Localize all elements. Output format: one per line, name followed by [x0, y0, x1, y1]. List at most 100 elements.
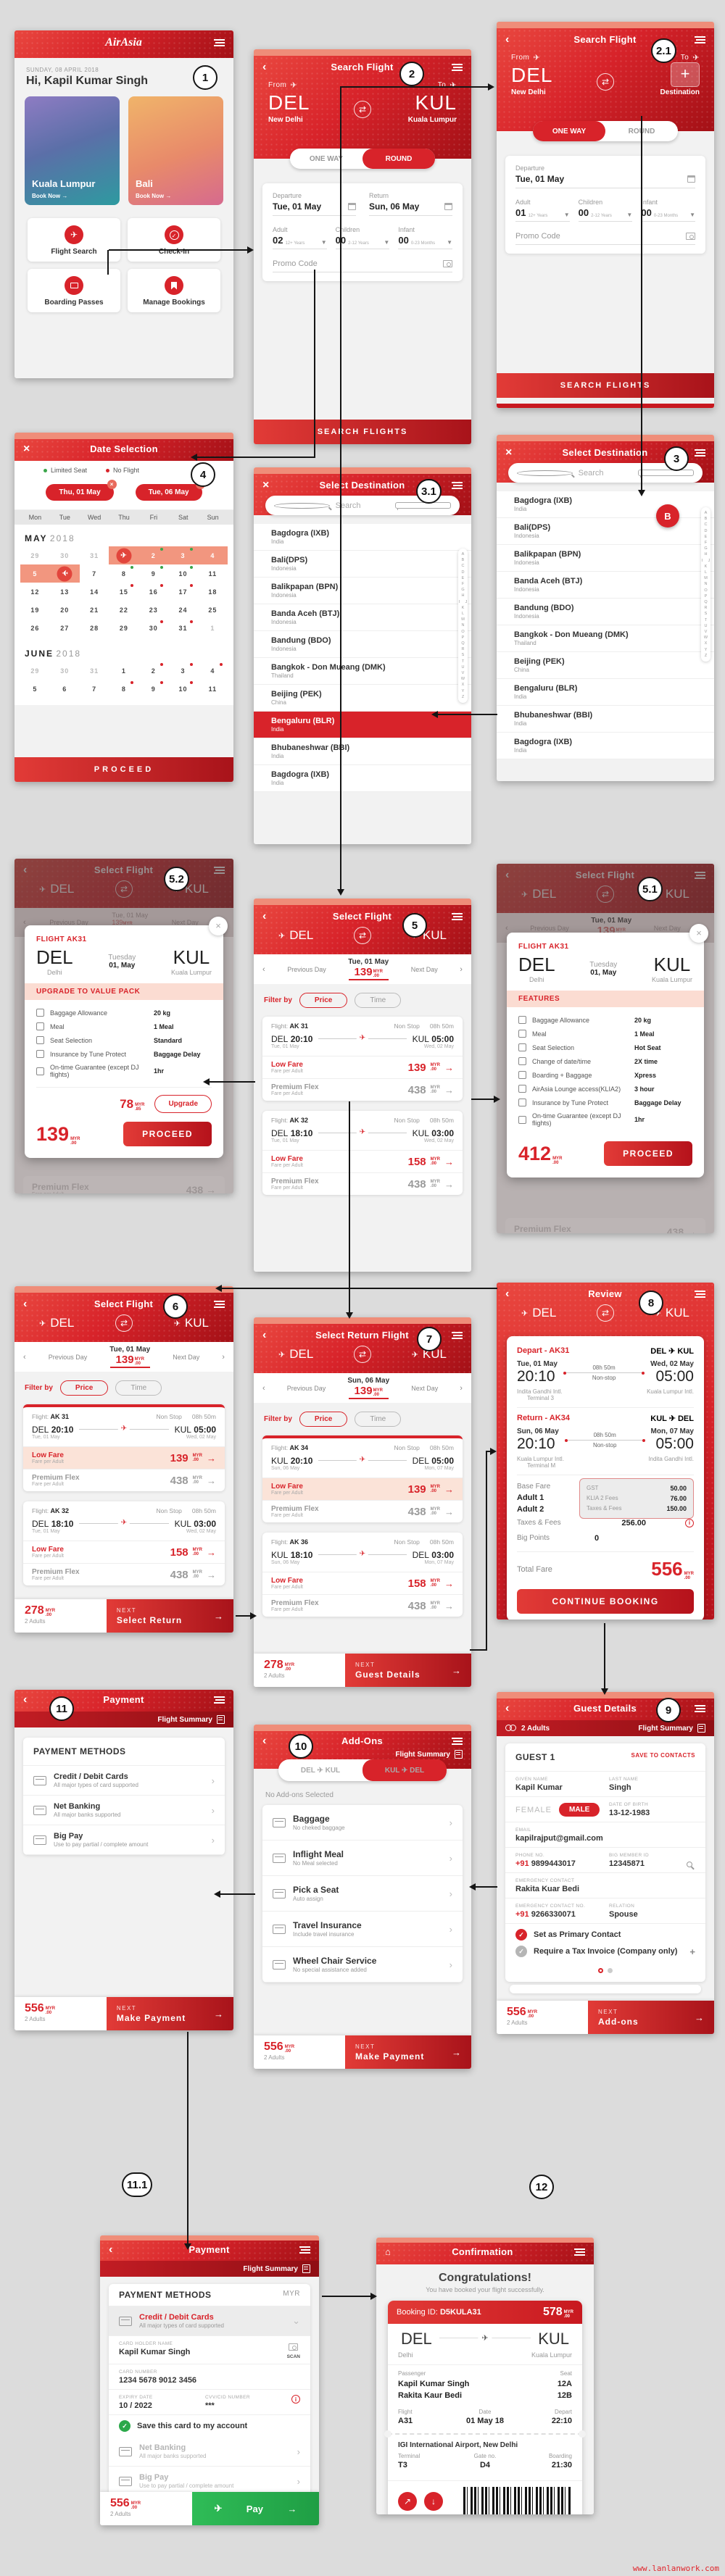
tax-invoice-checkbox[interactable]: ✓ Require a Tax Invoice (Company only) + [505, 1946, 705, 1962]
calendar-day[interactable]: 16 [138, 583, 168, 601]
swap-icon[interactable]: ⇄ [597, 73, 614, 91]
destination-item[interactable]: Bangkok - Don Mueang (DMK) Thailand [254, 658, 471, 685]
calendar-day[interactable]: 4 [197, 546, 228, 564]
primary-contact-checkbox[interactable]: ✓ Set as Primary Contact [505, 1924, 705, 1946]
menu-icon[interactable] [452, 1737, 463, 1745]
menu-icon[interactable] [695, 1704, 705, 1712]
calendar-day[interactable]: 13 [60, 588, 70, 596]
dob-field[interactable]: DATE OF BIRTH 13-12-1983 [609, 1802, 650, 1817]
add-destination-field[interactable]: To ✈ + Destination [660, 54, 700, 96]
menu-icon[interactable] [695, 449, 705, 457]
destination-item[interactable]: Bengaluru (BLR) India [497, 679, 714, 706]
back-icon[interactable]: ‹ [262, 60, 267, 73]
destination-item[interactable]: Bandung (BDO) Indonesia [497, 599, 714, 625]
menu-icon[interactable] [695, 871, 705, 879]
proceed-button[interactable]: PROCEED [14, 757, 233, 782]
destination-item[interactable]: Bagdogra (IXB) India [254, 524, 471, 551]
calendar-day[interactable]: 21 [90, 606, 99, 614]
departure-field[interactable]: Departure Tue, 01 May [273, 192, 356, 216]
menu-icon[interactable] [452, 912, 463, 920]
promo-code-input[interactable]: Promo Code [273, 259, 452, 272]
low-fare-option[interactable]: Low Fare Fare per Adult 139 MYR .00 → [262, 1056, 463, 1078]
continue-booking-button[interactable]: CONTINUE BOOKING [517, 1589, 694, 1614]
low-fare-option[interactable]: Low Fare Fare per Adult 139 MYR .00 → [23, 1446, 225, 1469]
close-icon[interactable]: × [262, 478, 270, 491]
calendar-day[interactable]: 7 [92, 570, 97, 578]
calendar-day[interactable]: 30 [60, 667, 70, 675]
menu-icon[interactable] [299, 2246, 310, 2254]
from-field[interactable]: From ✈ DEL New Delhi [511, 54, 553, 96]
back-icon[interactable]: ‹ [23, 1693, 28, 1706]
menu-icon[interactable] [695, 36, 705, 43]
previous-day[interactable]: Previous Day [287, 965, 326, 973]
guest-details-button[interactable]: NEXT Guest Details → [345, 1654, 471, 1687]
low-fare-option[interactable]: Low Fare Fare per Adult 158 MYR .00 → [23, 1541, 225, 1563]
flight-search-button[interactable]: ✈ Flight Search [28, 218, 120, 262]
filter-time[interactable]: Time [115, 1380, 162, 1396]
info-icon[interactable]: i [291, 2395, 300, 2404]
calendar-day[interactable]: 10 [168, 680, 198, 698]
calendar-day[interactable]: 4 [198, 662, 228, 680]
menu-icon[interactable] [214, 1300, 225, 1308]
calendar-day[interactable]: 5 [20, 564, 50, 583]
calendar-day[interactable]: 30 [138, 619, 168, 637]
destination-item[interactable]: Bhubaneshwar (BBI) India [254, 738, 471, 765]
payment-method-row[interactable]: Net Banking All major banks supported › [23, 1796, 225, 1825]
search-flights-button[interactable]: SEARCH FLIGHTS [254, 420, 471, 444]
save-to-contacts-link[interactable]: SAVE TO CONTACTS [631, 1752, 695, 1759]
low-fare-option[interactable]: Low Fare Fare per Adult 158 MYR .00 → [262, 1150, 463, 1172]
mic-icon[interactable] [395, 502, 452, 510]
addon-row[interactable]: Baggage No cheked baggage › [262, 1805, 463, 1841]
payment-method-row[interactable]: Credit / Debit Cards All major types of c… [23, 1766, 225, 1796]
search-icon[interactable] [687, 1862, 692, 1867]
premium-flex-option[interactable]: Premium Flex Fare per Adult 438 MYR .00 → [23, 1469, 225, 1491]
gender-selector[interactable]: FEMALE MALE [515, 1802, 602, 1817]
destination-item[interactable]: Bali(DPS) Indonesia [254, 551, 471, 578]
proceed-button[interactable]: PROCEED [604, 1141, 692, 1166]
menu-icon[interactable] [695, 1290, 705, 1298]
calendar-day[interactable]: 1 [121, 667, 126, 675]
calendar-day[interactable]: 23 [149, 606, 158, 614]
premium-flex-option[interactable]: Premium Flex Fare per Adult 438 MYR .00 → [262, 1172, 463, 1195]
filter-price[interactable]: Price [59, 1380, 109, 1396]
menu-icon[interactable] [452, 63, 463, 71]
calendar-day[interactable]: 25 [208, 606, 218, 614]
calendar-day[interactable]: 12 [30, 588, 40, 596]
back-icon[interactable]: ‹ [505, 1701, 510, 1714]
destination-item[interactable]: Banda Aceh (BTJ) Indonesia [254, 604, 471, 631]
calendar-day[interactable]: 8 [109, 680, 138, 698]
destination-item[interactable]: Bagdogra (IXB) India [254, 765, 471, 792]
plus-icon[interactable]: + [671, 62, 700, 87]
home-icon[interactable]: ⌂ [385, 2246, 391, 2257]
destination-item[interactable]: Bhubaneshwar (BBI) India [497, 706, 714, 733]
menu-icon[interactable] [214, 866, 225, 874]
remove-date-icon[interactable]: × [107, 480, 117, 489]
infant-stepper[interactable]: Infant 00 0-23 Months ▼ [641, 199, 696, 222]
addon-row[interactable]: Pick a Seat Auto assign › [262, 1876, 463, 1912]
destination-item[interactable]: Balikpapan (BPN) Indonesia [254, 578, 471, 604]
calendar-day[interactable]: 20 [60, 606, 70, 614]
back-icon[interactable]: ‹ [109, 2243, 113, 2256]
download-button[interactable]: ↓ [424, 2492, 443, 2511]
alphabet-index[interactable]: A B C D E F G H I J K L M N O P Q R S T … [458, 549, 468, 704]
from-field[interactable]: From ✈ DEL New Delhi [268, 81, 310, 124]
menu-icon[interactable] [452, 481, 463, 489]
back-icon[interactable]: ‹ [23, 863, 28, 876]
make-payment-button[interactable]: NEXT Make Payment → [345, 2035, 471, 2069]
proceed-button[interactable]: PROCEED [123, 1122, 212, 1146]
select-return-button[interactable]: NEXT Select Return → [106, 1599, 233, 1633]
flight-summary-link[interactable]: Flight Summary [243, 2264, 310, 2273]
flight-card[interactable]: Flight: AK 32 Non Stop 08h 50m DEL 18:10 Tu… [262, 1111, 463, 1195]
adult-stepper[interactable]: Adult 01 12+ Years ▼ [515, 199, 570, 222]
calendar-day[interactable]: 7 [92, 685, 97, 693]
calendar-day[interactable]: 26 [30, 624, 40, 632]
low-fare-option[interactable]: Low Fare Fare per Adult 139 MYR .00 → [262, 1477, 463, 1500]
calendar-day[interactable]: 17 [168, 583, 198, 601]
calendar-day[interactable]: 10 [168, 564, 198, 583]
card-holder-field[interactable]: CARD HOLDER NAME Kapil Kumar Singh [119, 2341, 191, 2356]
menu-icon[interactable] [214, 1696, 225, 1704]
boarding-passes-button[interactable]: Boarding Passes [28, 269, 120, 312]
previous-day-chevron[interactable]: ‹ [23, 918, 26, 927]
calendar-day[interactable]: 11 [208, 570, 218, 578]
